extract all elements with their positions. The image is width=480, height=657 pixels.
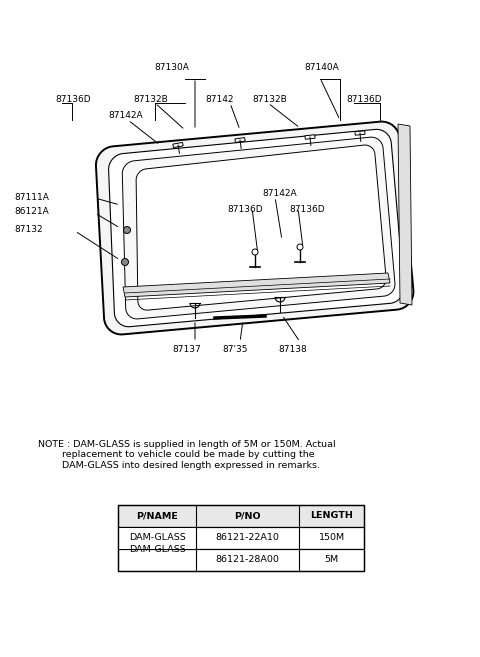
- Bar: [119, 528, 195, 549]
- PathPatch shape: [122, 137, 395, 319]
- Text: 87138: 87138: [278, 346, 307, 355]
- Polygon shape: [235, 137, 245, 143]
- Polygon shape: [355, 131, 365, 135]
- Text: 87137: 87137: [172, 346, 201, 355]
- Text: 87132B: 87132B: [133, 95, 168, 104]
- Text: 87136D: 87136D: [55, 95, 91, 104]
- Text: NOTE : DAM-GLASS is supplied in length of 5M or 150M. Actual
        replacement: NOTE : DAM-GLASS is supplied in length o…: [38, 440, 336, 470]
- Text: DAM-GLASS: DAM-GLASS: [129, 533, 185, 543]
- Text: 87111A: 87111A: [14, 193, 49, 202]
- Text: 86121-28A00: 86121-28A00: [216, 556, 279, 564]
- Text: 87142A: 87142A: [262, 189, 297, 198]
- Polygon shape: [173, 143, 183, 148]
- Text: LENGTH: LENGTH: [310, 512, 353, 520]
- Text: 87136D: 87136D: [346, 95, 382, 104]
- Polygon shape: [305, 135, 315, 139]
- Text: 86121-22A10: 86121-22A10: [216, 533, 279, 543]
- Circle shape: [252, 249, 258, 255]
- PathPatch shape: [96, 122, 413, 334]
- Text: 87130A: 87130A: [155, 64, 190, 72]
- Text: P/NAME: P/NAME: [136, 512, 178, 520]
- Polygon shape: [398, 124, 412, 305]
- Text: 150M: 150M: [318, 533, 345, 543]
- Bar: [118, 505, 364, 527]
- Text: 87136D: 87136D: [227, 204, 263, 214]
- Text: 5M: 5M: [324, 556, 338, 564]
- Bar: [118, 549, 364, 571]
- Text: 86121A: 86121A: [14, 208, 49, 217]
- Text: DAM-GLASS: DAM-GLASS: [129, 545, 185, 553]
- Text: 87136D: 87136D: [289, 204, 324, 214]
- Text: 87132B: 87132B: [252, 95, 287, 104]
- Text: DAM-GLASS: DAM-GLASS: [129, 533, 185, 543]
- Text: 87'35: 87'35: [222, 346, 248, 355]
- Circle shape: [123, 227, 131, 233]
- Polygon shape: [123, 273, 390, 297]
- Text: 87142: 87142: [205, 95, 233, 104]
- Text: 87132: 87132: [14, 225, 43, 233]
- Circle shape: [297, 244, 303, 250]
- PathPatch shape: [136, 145, 386, 310]
- Text: 87142A: 87142A: [108, 112, 143, 120]
- Text: 87140A: 87140A: [305, 64, 339, 72]
- Text: P/NO: P/NO: [234, 512, 261, 520]
- PathPatch shape: [108, 129, 404, 327]
- Bar: [118, 505, 364, 571]
- Circle shape: [121, 258, 129, 265]
- Bar: [118, 527, 364, 549]
